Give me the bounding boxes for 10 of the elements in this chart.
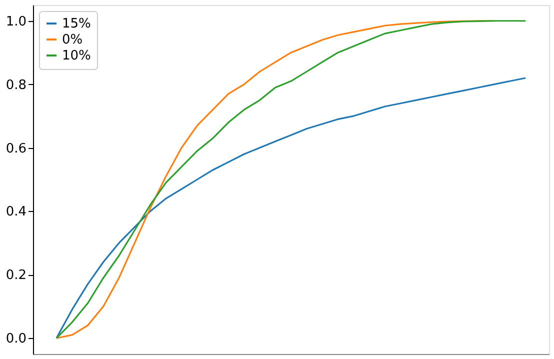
legend-label: 15% bbox=[62, 16, 91, 32]
legend-label: 0% bbox=[62, 32, 83, 48]
legend-label: 10% bbox=[62, 48, 91, 64]
y-tick-label: 0.4 bbox=[6, 204, 26, 220]
line-series bbox=[56, 77, 526, 339]
y-tick-label: 0.2 bbox=[6, 268, 26, 284]
y-tick-label: 1.0 bbox=[6, 14, 26, 30]
y-tick-label: 0.6 bbox=[6, 141, 26, 156]
y-tick-label: 0.0 bbox=[6, 332, 26, 347]
y-tick-label: 0.8 bbox=[6, 78, 26, 93]
